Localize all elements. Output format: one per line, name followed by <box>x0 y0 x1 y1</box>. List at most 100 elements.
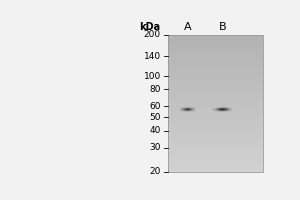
Bar <box>181 110 182 111</box>
Bar <box>168 165 263 166</box>
Bar <box>214 107 215 108</box>
Bar <box>168 114 263 115</box>
Bar <box>188 109 189 110</box>
Bar <box>225 107 226 108</box>
Bar <box>216 110 217 111</box>
Bar <box>231 106 232 107</box>
Bar <box>168 109 263 110</box>
Bar <box>188 107 189 108</box>
Bar <box>168 77 263 78</box>
Bar <box>168 58 263 59</box>
Bar <box>224 107 225 108</box>
Bar <box>168 151 263 152</box>
Bar <box>168 92 263 93</box>
Bar <box>220 109 221 110</box>
Bar <box>185 107 186 108</box>
Bar <box>190 110 191 111</box>
Bar <box>168 103 263 104</box>
Bar <box>168 38 263 39</box>
Bar <box>168 167 263 168</box>
Bar <box>168 94 263 95</box>
Bar <box>185 106 186 107</box>
Bar <box>168 80 263 82</box>
Bar <box>168 55 263 56</box>
Bar <box>185 109 186 110</box>
Bar <box>221 108 222 109</box>
Bar <box>183 111 184 112</box>
Bar <box>183 110 184 111</box>
Bar <box>195 107 196 108</box>
Text: 20: 20 <box>149 167 161 176</box>
Bar <box>184 112 185 113</box>
Bar <box>215 111 216 112</box>
Bar <box>186 111 187 112</box>
Bar <box>215 108 216 109</box>
Bar <box>181 107 182 108</box>
Text: 60: 60 <box>149 102 161 111</box>
Text: kDa: kDa <box>140 22 161 32</box>
Bar <box>216 107 217 108</box>
Bar <box>189 111 190 112</box>
Bar <box>168 52 263 53</box>
Bar <box>226 108 227 109</box>
Bar <box>180 108 181 109</box>
Bar <box>225 112 226 113</box>
Text: 30: 30 <box>149 143 161 152</box>
Bar <box>168 78 263 79</box>
Bar <box>168 116 263 117</box>
Bar <box>184 107 185 108</box>
Bar <box>168 67 263 68</box>
Bar <box>186 112 187 113</box>
Bar <box>186 108 187 109</box>
Bar <box>218 109 219 110</box>
Bar <box>168 111 263 112</box>
Bar <box>193 109 194 110</box>
Bar <box>168 66 263 67</box>
Bar <box>168 37 263 38</box>
Bar <box>179 112 180 113</box>
Bar <box>224 110 225 111</box>
Bar <box>168 108 263 109</box>
Bar <box>189 108 190 109</box>
Bar <box>187 107 188 108</box>
Bar <box>168 63 263 64</box>
Bar <box>195 106 196 107</box>
Bar <box>181 111 182 112</box>
Bar <box>217 110 218 111</box>
Bar <box>193 106 194 107</box>
Bar <box>218 112 219 113</box>
Bar <box>178 112 179 113</box>
Bar <box>226 112 227 113</box>
Bar <box>168 141 263 142</box>
Bar <box>221 110 222 111</box>
Bar <box>178 106 179 107</box>
Bar <box>168 102 263 103</box>
Bar <box>186 109 187 110</box>
Bar <box>182 110 183 111</box>
Bar <box>168 71 263 72</box>
Bar <box>168 107 263 108</box>
Bar <box>168 62 263 63</box>
Bar <box>168 168 263 170</box>
Bar <box>216 112 217 113</box>
Bar <box>218 111 219 112</box>
Bar <box>213 111 214 112</box>
Bar <box>219 109 220 110</box>
Bar <box>168 140 263 141</box>
Bar <box>214 108 215 109</box>
Bar <box>168 47 263 48</box>
Bar <box>227 107 228 108</box>
Text: B: B <box>218 22 226 32</box>
Bar <box>187 109 188 110</box>
Bar <box>184 110 185 111</box>
Bar <box>168 86 263 87</box>
Bar <box>222 111 223 112</box>
Bar <box>168 147 263 148</box>
Bar <box>232 110 233 111</box>
Bar <box>168 50 263 51</box>
Bar <box>179 108 180 109</box>
Bar <box>168 163 263 164</box>
Bar <box>186 110 187 111</box>
Bar <box>192 111 193 112</box>
Bar <box>230 109 231 110</box>
